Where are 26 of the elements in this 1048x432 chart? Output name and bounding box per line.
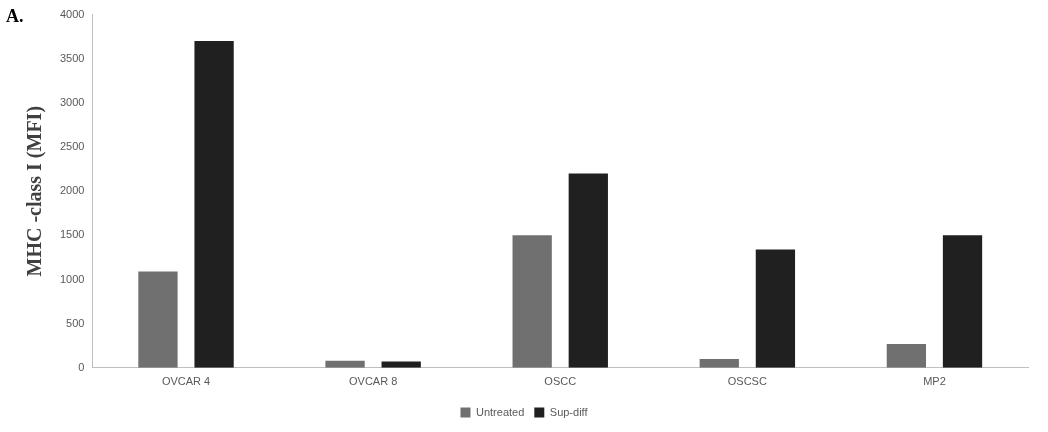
y-tick-label: 2000 bbox=[59, 184, 85, 197]
bar bbox=[755, 249, 796, 368]
bar bbox=[942, 235, 983, 368]
y-tick-label: 1000 bbox=[59, 272, 85, 285]
y-tick-label: 1500 bbox=[59, 228, 85, 241]
legend-label: Untreated bbox=[475, 405, 525, 418]
bar bbox=[568, 173, 608, 368]
y-tick-label: 500 bbox=[66, 316, 85, 329]
bar bbox=[886, 343, 927, 368]
x-tick-label: OVCAR 8 bbox=[348, 375, 398, 388]
text: A. bbox=[6, 6, 24, 27]
legend-label: Sup-diff bbox=[549, 405, 589, 418]
x-tick-label: OVCAR 4 bbox=[161, 375, 211, 388]
y-tick-label: 2500 bbox=[59, 140, 85, 153]
x-tick-label: MP2 bbox=[923, 375, 946, 388]
x-tick-label: OSCSC bbox=[727, 375, 767, 388]
y-axis-title: MHC -class I (MFI) bbox=[23, 105, 47, 277]
bar bbox=[138, 271, 178, 368]
bar bbox=[194, 41, 234, 368]
y-tick-label: 3000 bbox=[59, 95, 85, 108]
x-tick-label: OSCC bbox=[544, 375, 577, 388]
y-tick-label: 4000 bbox=[59, 7, 85, 20]
y-tick-label: 3500 bbox=[59, 51, 85, 64]
y-tick-label: 0 bbox=[78, 360, 85, 373]
bar bbox=[699, 358, 739, 368]
bar bbox=[512, 235, 552, 368]
